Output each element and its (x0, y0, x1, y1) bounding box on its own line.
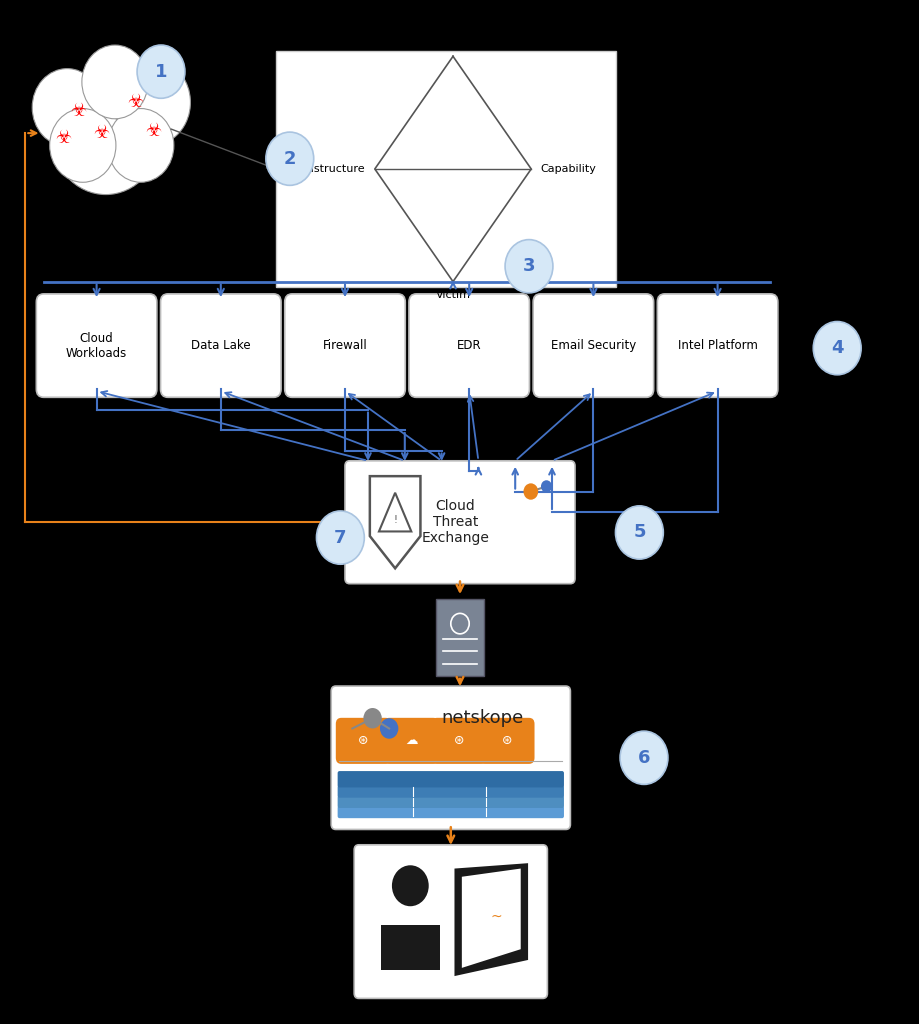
Circle shape (266, 132, 313, 185)
Circle shape (619, 731, 667, 784)
Text: Intel Platform: Intel Platform (677, 339, 756, 352)
Text: 4: 4 (830, 339, 843, 357)
FancyBboxPatch shape (335, 718, 391, 764)
Text: ⊛: ⊛ (453, 734, 464, 748)
Text: 1: 1 (154, 62, 167, 81)
Circle shape (113, 59, 190, 145)
Text: ☣: ☣ (145, 122, 162, 140)
FancyBboxPatch shape (285, 294, 404, 397)
FancyBboxPatch shape (656, 294, 777, 397)
Circle shape (380, 718, 398, 738)
Text: ☁: ☁ (404, 734, 417, 748)
FancyBboxPatch shape (36, 294, 156, 397)
FancyBboxPatch shape (345, 461, 574, 584)
Circle shape (505, 240, 552, 293)
Circle shape (50, 109, 116, 182)
Text: 7: 7 (334, 528, 346, 547)
Text: !: ! (392, 515, 397, 525)
Circle shape (540, 480, 551, 493)
FancyBboxPatch shape (160, 294, 281, 397)
FancyBboxPatch shape (337, 771, 563, 787)
Circle shape (82, 45, 148, 119)
Polygon shape (461, 868, 520, 968)
Text: Capability: Capability (539, 164, 596, 174)
Text: ☣: ☣ (55, 129, 72, 147)
Text: ~: ~ (490, 910, 501, 924)
Text: Cloud
Workloads: Cloud Workloads (66, 332, 127, 359)
FancyBboxPatch shape (383, 718, 438, 764)
Text: 6: 6 (637, 749, 650, 767)
Text: ☣: ☣ (70, 101, 86, 120)
Circle shape (523, 483, 538, 500)
Circle shape (32, 69, 102, 146)
Text: Firewall: Firewall (323, 339, 367, 352)
Text: ☣: ☣ (93, 124, 109, 142)
Text: Data Lake: Data Lake (191, 339, 250, 352)
FancyBboxPatch shape (436, 599, 483, 676)
Circle shape (363, 708, 381, 728)
Text: 5: 5 (632, 523, 645, 542)
Text: ☣: ☣ (127, 93, 143, 112)
FancyBboxPatch shape (337, 785, 563, 798)
Text: Victim: Victim (435, 290, 470, 300)
Circle shape (137, 45, 185, 98)
Text: Cloud
Threat
Exchange: Cloud Threat Exchange (421, 499, 489, 546)
Text: Adversary: Adversary (425, 38, 481, 48)
FancyBboxPatch shape (408, 294, 529, 397)
Circle shape (108, 109, 174, 182)
FancyBboxPatch shape (533, 294, 653, 397)
Polygon shape (454, 863, 528, 976)
Circle shape (51, 72, 161, 195)
Polygon shape (380, 925, 439, 970)
Text: EDR: EDR (457, 339, 481, 352)
FancyBboxPatch shape (276, 51, 616, 287)
FancyBboxPatch shape (479, 718, 534, 764)
FancyBboxPatch shape (354, 845, 547, 998)
Circle shape (343, 718, 361, 738)
Circle shape (615, 506, 663, 559)
Text: ⊛: ⊛ (357, 734, 369, 748)
Text: 2: 2 (283, 150, 296, 168)
Text: 3: 3 (522, 257, 535, 275)
FancyBboxPatch shape (431, 718, 486, 764)
Text: Infrastructure: Infrastructure (289, 164, 365, 174)
FancyBboxPatch shape (337, 806, 563, 818)
FancyBboxPatch shape (331, 686, 570, 829)
Text: netskope: netskope (441, 709, 523, 727)
Text: Email Security: Email Security (550, 339, 635, 352)
FancyBboxPatch shape (337, 796, 563, 808)
Circle shape (316, 511, 364, 564)
Text: ⊛: ⊛ (501, 734, 512, 748)
Circle shape (391, 865, 428, 906)
Circle shape (812, 322, 860, 375)
